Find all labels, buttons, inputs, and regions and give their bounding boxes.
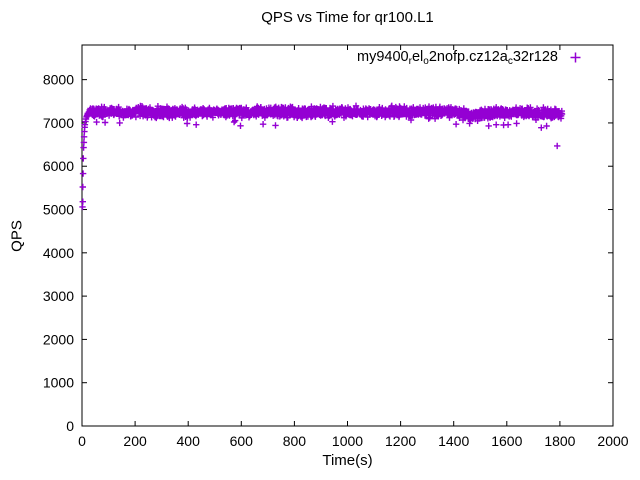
plus-marker-icon: [570, 52, 581, 62]
x-tick-label: 400: [177, 433, 201, 449]
x-axis-label: Time(s): [322, 452, 373, 469]
axes: [81, 44, 614, 427]
data-points: [79, 102, 566, 211]
x-tick-label: 200: [123, 433, 147, 449]
y-tick-label: 0: [66, 418, 74, 434]
legend-series-label: my9400relo2nofp.cz12ac32r128: [357, 49, 558, 67]
legend-label-text: my9400: [357, 49, 409, 65]
legend-label-text: 2nofp.cz12a: [428, 49, 508, 65]
x-tick-label: 1600: [491, 433, 522, 449]
legend-label-subscript: c: [507, 56, 513, 67]
x-tick-label: 2000: [597, 433, 628, 449]
x-tick-label: 1800: [544, 433, 575, 449]
x-tick-label: 800: [283, 433, 307, 449]
x-tick-label: 600: [230, 433, 254, 449]
y-tick-label: 2000: [43, 331, 74, 347]
legend-label-subscript: o: [423, 56, 429, 67]
y-tick-label: 5000: [43, 202, 74, 218]
y-tick-label: 1000: [43, 375, 74, 391]
x-tick-label: 1200: [385, 433, 416, 449]
legend: my9400relo2nofp.cz12ac32r128: [357, 49, 582, 67]
y-tick-label: 8000: [43, 72, 74, 88]
legend-label-text: el: [411, 49, 424, 65]
legend-label-subscript: r: [408, 56, 412, 67]
chart-title: QPS vs Time for qr100.L1: [261, 9, 434, 26]
y-tick-label: 3000: [43, 288, 74, 304]
x-tick-label: 1000: [332, 433, 363, 449]
y-tick-label: 6000: [43, 158, 74, 174]
tick-labels: 0 200 400 600 800 1000 1200 1400 1600 1800 2000 0 10…: [43, 72, 629, 449]
legend-label-text: 32r128: [512, 49, 558, 65]
x-tick-label: 1400: [438, 433, 469, 449]
y-tick-label: 4000: [43, 245, 74, 261]
x-tick-label: 0: [78, 433, 86, 449]
y-axis-label: QPS: [8, 220, 26, 252]
y-tick-label: 7000: [43, 115, 74, 131]
